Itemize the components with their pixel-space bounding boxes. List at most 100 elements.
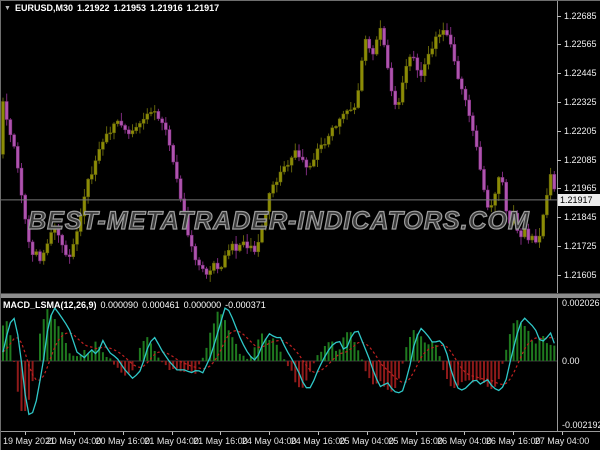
candle-body (522, 228, 527, 238)
price-tick (557, 16, 561, 17)
price-tick (557, 217, 561, 218)
macd-header: MACD_LSMA(12,26,9) 0.000090 0.000461 0.0000… (3, 300, 270, 310)
candlestick-chart[interactable] (1, 1, 600, 293)
candle-body (471, 115, 475, 131)
candle-body (226, 250, 231, 256)
price-tick-label: 1.22445 (564, 68, 597, 78)
candle-body (504, 181, 508, 212)
candle-body (278, 171, 283, 183)
candle-body (38, 251, 42, 262)
time-tick (318, 432, 319, 435)
candle-body (489, 205, 494, 208)
candle-body (171, 145, 175, 163)
candle-body (67, 254, 72, 257)
price-tick-label: 1.22205 (564, 126, 597, 136)
candle-body (45, 243, 50, 254)
price-tick (557, 246, 561, 247)
candle-body (275, 181, 279, 186)
candle-body (530, 235, 534, 241)
candle-body (212, 262, 216, 271)
candle-body (134, 126, 138, 131)
candle-body (334, 126, 338, 129)
chart-dropdown-arrow-icon: ▼ (4, 5, 11, 12)
candle-body (319, 144, 323, 150)
time-axis-label: 24 May 04:00 (241, 436, 297, 446)
candle-body (4, 101, 9, 120)
candle-body (130, 130, 135, 135)
candle-body (90, 174, 94, 180)
candle-body (548, 174, 553, 196)
candle-body (41, 252, 46, 262)
candle-body (204, 268, 209, 275)
candle-body (437, 34, 442, 38)
macd-axis-top: 0.002026 (562, 298, 600, 308)
time-axis[interactable]: 19 May 2021 20 May 04:00 20 May 16:00 21 Ma… (1, 432, 600, 450)
candle-body (408, 56, 412, 67)
candle-body (193, 246, 198, 261)
candle-body (419, 69, 423, 77)
candle-body (441, 30, 446, 35)
candle-body (223, 255, 227, 268)
panel-splitter[interactable] (1, 293, 600, 298)
candle-body (249, 245, 253, 249)
candle-body (78, 215, 83, 232)
candle-body (1, 101, 5, 155)
macd-title: MACD_LSMA(12,26,9) (3, 300, 97, 310)
candle-body (286, 164, 290, 167)
time-axis-label: 25 May 04:00 (339, 436, 395, 446)
time-tick (171, 432, 173, 435)
candle-body (330, 127, 335, 137)
macd-signal-line (2, 329, 555, 386)
macd-chart[interactable] (1, 298, 600, 431)
time-tick (269, 432, 271, 435)
macd-value-3: 0.000000 (183, 300, 222, 310)
time-tick (464, 432, 466, 435)
candle-body (482, 169, 486, 191)
candle-body (245, 241, 249, 249)
candle-body (323, 144, 327, 146)
macd-axis-bottom: -0.002192 (562, 420, 600, 430)
candle-body (56, 229, 61, 236)
candle-body (508, 210, 512, 224)
candle-body (360, 60, 364, 91)
macd-indicator-panel[interactable]: MACD_LSMA(12,26,9) 0.000090 0.000461 0.0000… (1, 298, 600, 431)
candle-body (289, 157, 294, 166)
price-tick (557, 188, 561, 189)
candle-body (363, 38, 368, 61)
candle-body (415, 57, 420, 71)
candle-body (389, 67, 394, 92)
time-tick (74, 432, 75, 435)
candle-body (397, 101, 401, 105)
candle-body (460, 78, 464, 90)
close-value: 1.21917 (186, 3, 220, 13)
price-chart-panel[interactable]: ▼ EURUSD,M30 1.21922 1.21953 1.21916 1.21917 … (1, 1, 600, 293)
candle-body (434, 36, 438, 49)
candle-body (467, 99, 471, 116)
candle-body (474, 130, 479, 148)
candle-body (297, 150, 301, 158)
candle-body (127, 129, 131, 135)
candle-body (378, 27, 383, 40)
macd-value-4: -0.000371 (225, 300, 266, 310)
price-axis-separator (557, 1, 558, 431)
candle-body (119, 120, 124, 126)
candle-body (64, 244, 68, 256)
candle-body (189, 234, 194, 247)
macd-axis-zero: 0.00 (562, 356, 580, 366)
candle-body (545, 194, 549, 216)
candle-body (230, 243, 235, 251)
candle-body (426, 53, 431, 65)
candle-body (500, 177, 505, 183)
candle-body (456, 60, 460, 80)
time-tick (220, 432, 222, 435)
price-tick (557, 73, 561, 74)
candle-body (423, 64, 427, 77)
time-axis-divider (1, 431, 600, 432)
candle-body (445, 30, 449, 36)
candle-body (345, 110, 349, 115)
candle-body (271, 184, 275, 194)
candle-body (208, 270, 212, 275)
candle-body (152, 111, 157, 113)
candle-body (160, 118, 164, 124)
candle-body (53, 229, 57, 233)
